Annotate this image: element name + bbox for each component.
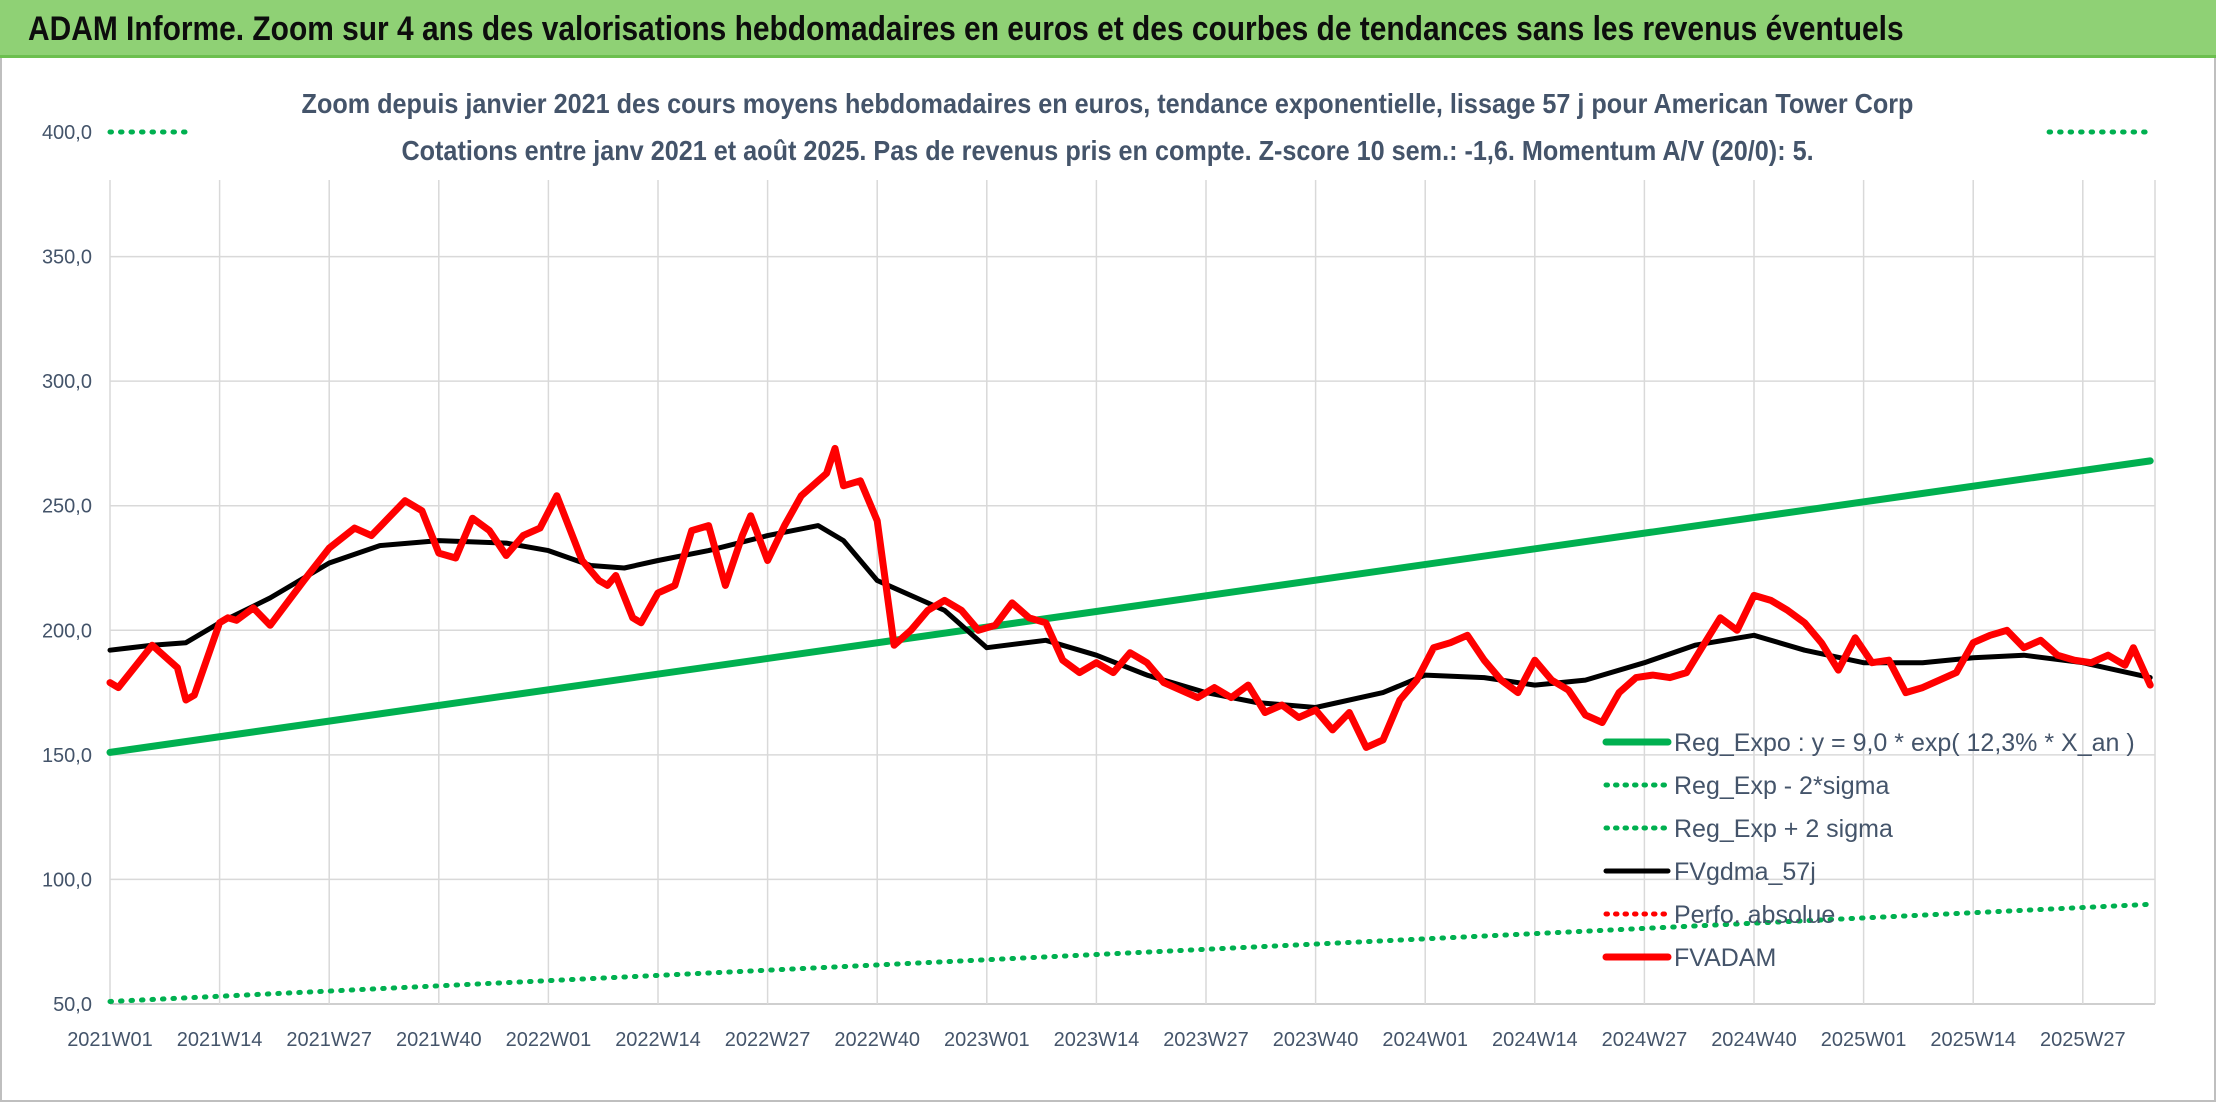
x-tick-label: 2022W40 bbox=[834, 1029, 920, 1051]
legend-label: Reg_Exp + 2 sigma bbox=[1674, 815, 1893, 843]
y-tick-label: 100,0 bbox=[42, 869, 92, 891]
chart-title: Zoom depuis janvier 2021 des cours moyen… bbox=[302, 88, 1914, 119]
x-tick-label: 2025W01 bbox=[1821, 1029, 1907, 1051]
report-header: ADAM Informe. Zoom sur 4 ans des valoris… bbox=[0, 0, 2216, 58]
series-line-reg-expo bbox=[106, 457, 2154, 756]
y-tick-label: 350,0 bbox=[42, 247, 92, 269]
x-tick-label: 2022W01 bbox=[506, 1029, 592, 1051]
x-tick-label: 2023W14 bbox=[1054, 1029, 1140, 1051]
x-tick-label: 2023W40 bbox=[1273, 1029, 1359, 1051]
y-axis-ticks: 50,0 100,0 150,0 200,0 250,0 300,0 350,0 400,0 bbox=[42, 122, 92, 1016]
x-axis-ticks: 2021W01 2021W14 2021W27 2021W40 2022W01 2022W… bbox=[67, 1029, 2125, 1051]
legend-label: Reg_Expo : y = 9,0 * exp( 12,3% * X_an ) bbox=[1674, 729, 2135, 757]
legend-label: FVgdma_57j bbox=[1674, 858, 1816, 886]
x-tick-label: 2024W40 bbox=[1711, 1029, 1797, 1051]
x-tick-label: 2021W40 bbox=[396, 1029, 482, 1051]
y-tick-label: 200,0 bbox=[42, 620, 92, 642]
legend-label: Reg_Exp - 2*sigma bbox=[1674, 772, 1889, 800]
report-title: ADAM Informe. Zoom sur 4 ans des valoris… bbox=[28, 10, 1904, 48]
chart-subtitle: Cotations entre janv 2021 et août 2025. … bbox=[401, 135, 1815, 166]
series-lines bbox=[106, 129, 2154, 1004]
x-tick-label: 2024W01 bbox=[1382, 1029, 1468, 1051]
x-tick-label: 2023W01 bbox=[944, 1029, 1030, 1051]
x-tick-label: 2021W01 bbox=[67, 1029, 153, 1051]
series-line-fvgdma bbox=[107, 523, 2153, 710]
x-tick-label: 2022W27 bbox=[725, 1029, 811, 1051]
chart-grid bbox=[109, 180, 2156, 1005]
x-tick-label: 2025W27 bbox=[2040, 1029, 2126, 1051]
x-tick-label: 2024W27 bbox=[1602, 1029, 1688, 1051]
series-line-reg-minus bbox=[107, 901, 2153, 1004]
y-tick-label: 50,0 bbox=[53, 994, 92, 1016]
y-tick-label: 150,0 bbox=[42, 745, 92, 767]
x-tick-label: 2021W14 bbox=[177, 1029, 263, 1051]
x-tick-label: 2025W14 bbox=[1930, 1029, 2016, 1051]
y-tick-label: 300,0 bbox=[42, 371, 92, 393]
y-tick-label: 250,0 bbox=[42, 496, 92, 518]
x-tick-label: 2021W27 bbox=[286, 1029, 372, 1051]
y-tick-label: 400,0 bbox=[42, 122, 92, 144]
x-tick-label: 2024W14 bbox=[1492, 1029, 1578, 1051]
x-tick-label: 2023W27 bbox=[1163, 1029, 1249, 1051]
legend-label: FVADAM bbox=[1674, 944, 1776, 972]
x-tick-label: 2022W14 bbox=[615, 1029, 701, 1051]
legend: Reg_Expo : y = 9,0 * exp( 12,3% * X_an )… bbox=[1602, 729, 2135, 972]
legend-label: Perfo. absolue bbox=[1674, 901, 1835, 929]
series-line-fvadam bbox=[106, 444, 2154, 751]
